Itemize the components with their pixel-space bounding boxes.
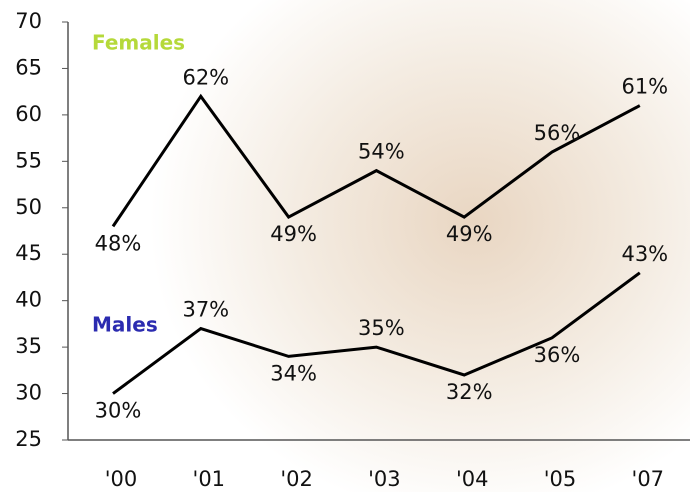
x-tick-label: '04 bbox=[456, 467, 489, 491]
value-label: 54% bbox=[358, 140, 405, 164]
value-label: 49% bbox=[446, 222, 493, 246]
value-label: 62% bbox=[182, 65, 229, 89]
value-label: 36% bbox=[534, 343, 581, 367]
series-name: Males bbox=[92, 313, 158, 337]
value-label: 37% bbox=[182, 298, 229, 322]
x-tick-label: '05 bbox=[544, 467, 577, 491]
y-tick-label: 65 bbox=[15, 55, 42, 79]
value-label: 49% bbox=[270, 222, 317, 246]
y-tick-label: 70 bbox=[15, 9, 42, 33]
x-tick-label: '07 bbox=[632, 467, 665, 491]
value-label: 32% bbox=[446, 380, 493, 404]
series-name: Females bbox=[92, 31, 185, 55]
y-tick-label: 40 bbox=[15, 288, 42, 312]
y-tick-label: 25 bbox=[15, 427, 42, 451]
y-tick-label: 60 bbox=[15, 102, 42, 126]
value-label: 30% bbox=[95, 399, 142, 423]
y-tick-label: 35 bbox=[15, 334, 42, 358]
chart: 25 30 35 40 45 50 55 60 65 70 '00 '01 '02 '03 '04 '05 '0… bbox=[0, 0, 690, 492]
value-label: 34% bbox=[270, 361, 317, 385]
x-tick-label: '03 bbox=[368, 467, 401, 491]
value-label: 56% bbox=[534, 121, 581, 145]
value-label: 43% bbox=[621, 242, 668, 266]
y-tick-label: 30 bbox=[15, 381, 42, 405]
x-tick-label: '02 bbox=[280, 467, 313, 491]
y-tick-label: 55 bbox=[15, 148, 42, 172]
x-tick-label: '00 bbox=[105, 467, 138, 491]
background-photo bbox=[150, 0, 690, 492]
value-label: 61% bbox=[621, 75, 668, 99]
value-label: 35% bbox=[358, 316, 405, 340]
x-tick-label: '01 bbox=[193, 467, 226, 491]
y-tick-label: 50 bbox=[15, 195, 42, 219]
value-label: 48% bbox=[95, 231, 142, 255]
y-tick-label: 45 bbox=[15, 241, 42, 265]
